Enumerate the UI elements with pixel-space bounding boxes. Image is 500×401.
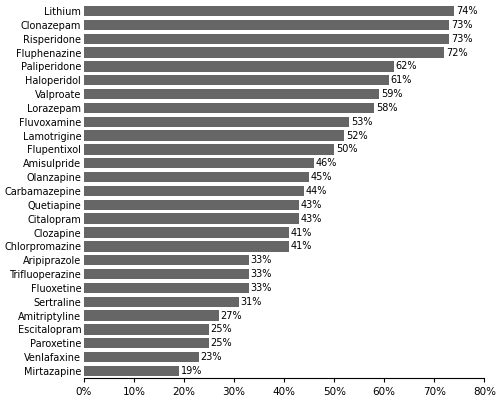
Text: 31%: 31% [240, 297, 262, 307]
Text: 74%: 74% [456, 6, 477, 16]
Text: 73%: 73% [451, 20, 472, 30]
Text: 23%: 23% [200, 352, 222, 362]
Text: 46%: 46% [316, 158, 337, 168]
Bar [84, 144, 334, 155]
Bar [84, 296, 239, 307]
Text: 43%: 43% [300, 214, 322, 224]
Text: 53%: 53% [350, 117, 372, 127]
Text: 33%: 33% [250, 283, 272, 293]
Bar [84, 200, 299, 210]
Text: 25%: 25% [210, 324, 232, 334]
Bar [84, 158, 314, 168]
Text: 58%: 58% [376, 103, 397, 113]
Text: 33%: 33% [250, 269, 272, 279]
Text: 61%: 61% [390, 75, 412, 85]
Text: 59%: 59% [380, 89, 402, 99]
Text: 44%: 44% [306, 186, 327, 196]
Text: 43%: 43% [300, 200, 322, 210]
Text: 73%: 73% [451, 34, 472, 44]
Bar [84, 47, 444, 58]
Bar [84, 61, 394, 72]
Text: 33%: 33% [250, 255, 272, 265]
Bar [84, 269, 249, 279]
Bar [84, 89, 379, 99]
Bar [84, 75, 389, 85]
Text: 41%: 41% [290, 241, 312, 251]
Bar [84, 352, 199, 362]
Text: 52%: 52% [346, 131, 368, 141]
Bar [84, 255, 249, 265]
Bar [84, 172, 309, 182]
Bar [84, 186, 304, 196]
Text: 27%: 27% [220, 310, 242, 320]
Bar [84, 6, 454, 16]
Bar [84, 103, 374, 113]
Text: 25%: 25% [210, 338, 232, 348]
Bar [84, 338, 209, 348]
Text: 41%: 41% [290, 227, 312, 237]
Text: 50%: 50% [336, 144, 357, 154]
Bar [84, 130, 344, 141]
Bar [84, 20, 450, 30]
Bar [84, 34, 450, 44]
Text: 72%: 72% [446, 48, 468, 58]
Bar [84, 324, 209, 334]
Bar [84, 117, 349, 127]
Bar [84, 366, 179, 376]
Text: 19%: 19% [180, 366, 202, 376]
Bar [84, 310, 219, 321]
Text: 45%: 45% [310, 172, 332, 182]
Text: 62%: 62% [396, 61, 417, 71]
Bar [84, 227, 289, 238]
Bar [84, 213, 299, 224]
Bar [84, 241, 289, 251]
Bar [84, 283, 249, 293]
